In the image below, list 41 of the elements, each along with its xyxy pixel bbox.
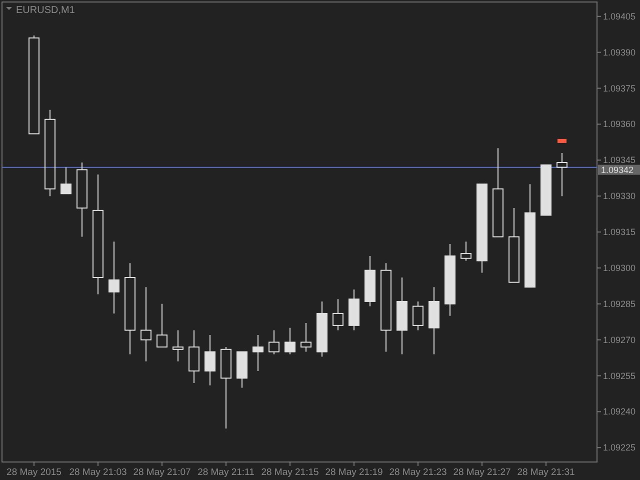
candlestick [108, 241, 120, 314]
y-tick-label: 1.09345 [603, 155, 636, 166]
candlestick [300, 322, 312, 352]
y-tick-label: 1.09300 [603, 262, 636, 273]
x-tick-label: 28 May 21:15 [261, 467, 319, 478]
chart-title: EURUSD,M1 [16, 5, 76, 16]
x-tick-label: 28 May 2015 [6, 467, 62, 478]
candlestick [380, 262, 392, 352]
y-tick-label: 1.09390 [603, 47, 636, 58]
x-tick-label: 28 May 21:19 [325, 467, 383, 478]
candlestick [556, 152, 568, 197]
y-tick-label: 1.09315 [603, 227, 636, 237]
x-tick-label: 28 May 21:11 [198, 467, 254, 478]
y-tick-label: 1.09405 [603, 11, 636, 22]
y-tick-label: 1.09255 [603, 370, 636, 381]
candlestick [172, 330, 184, 362]
ref-line-label: 1.09342 [601, 164, 634, 175]
y-tick-label: 1.09360 [603, 119, 636, 130]
candlestick [76, 162, 88, 238]
candlestick [252, 334, 264, 372]
candlestick [364, 255, 376, 307]
x-tick-label: 28 May 21:23 [389, 467, 447, 478]
candlestick [444, 243, 456, 316]
candlestick [124, 262, 136, 355]
y-tick-label: 1.09225 [603, 442, 636, 453]
candlestick [396, 277, 408, 355]
x-tick-label: 28 May 21:31 [517, 467, 575, 478]
candlestick [428, 286, 440, 355]
x-tick-label: 28 May 21:03 [69, 467, 127, 478]
candlestick [44, 109, 56, 197]
x-tick-label: 28 May 21:27 [453, 467, 511, 478]
candlestick [92, 174, 104, 295]
candlestick [204, 334, 216, 386]
x-tick-label: 28 May 21:07 [133, 467, 191, 478]
y-tick-label: 1.09375 [603, 83, 636, 94]
y-tick-label: 1.09270 [603, 334, 636, 345]
candlestick [188, 330, 200, 384]
y-tick-label: 1.09285 [603, 298, 636, 309]
candlestick [140, 286, 152, 362]
y-tick-label: 1.09240 [603, 406, 636, 417]
y-tick-label: 1.09330 [603, 191, 636, 202]
